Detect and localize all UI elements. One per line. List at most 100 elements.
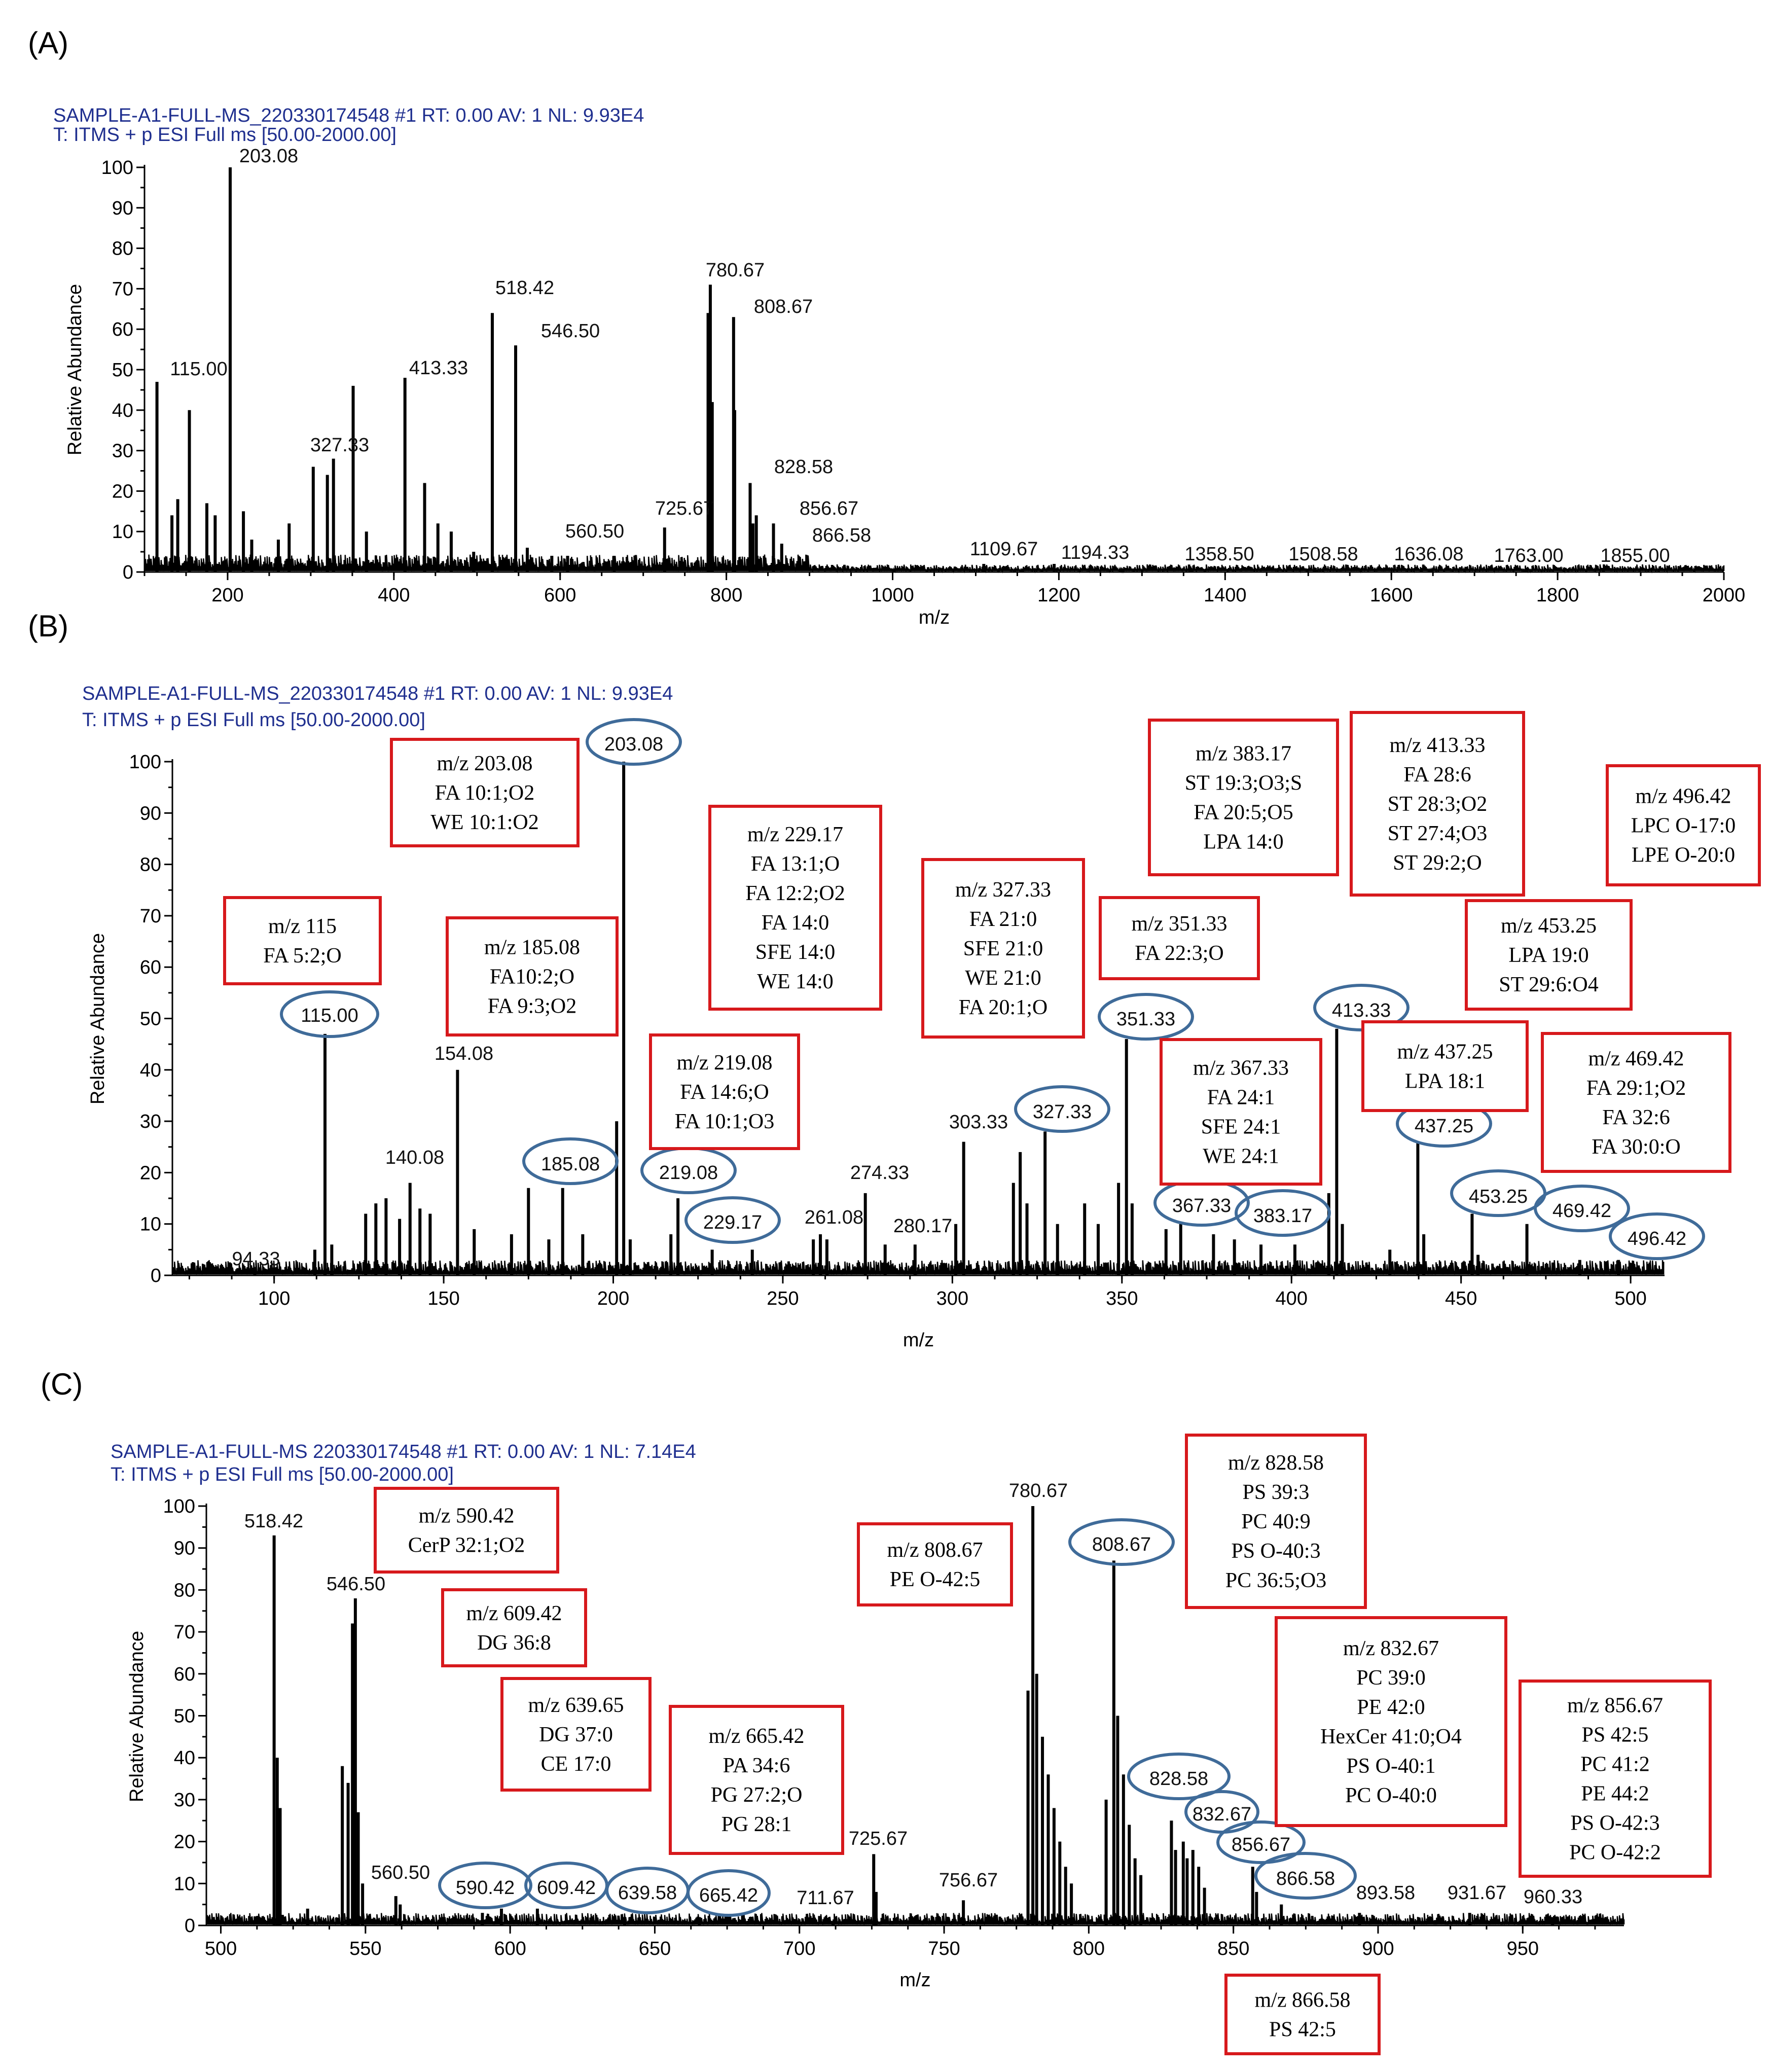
annotation-frame (921, 858, 1085, 1039)
peak-label: 383.17 (1253, 1205, 1312, 1227)
annotation-frame (446, 916, 619, 1037)
y-tick-label: 50 (112, 360, 133, 381)
annotation-line: FA 28:6 (1403, 763, 1471, 787)
peak-label: 780.67 (706, 260, 765, 281)
y-tick-label: 100 (101, 157, 133, 178)
annotation-line: WE 14:0 (757, 970, 833, 993)
annotation-frame (1519, 1680, 1712, 1878)
peak-highlight-ellipse (1609, 1212, 1705, 1260)
annotation-frame (1099, 896, 1260, 980)
peak-label: 1855.00 (1600, 545, 1670, 566)
annotation-line: FA 24:1 (1207, 1086, 1275, 1110)
y-tick-label: 70 (140, 906, 161, 927)
peak-label: 1763.00 (1494, 545, 1563, 566)
peak-label: 115.00 (170, 359, 227, 380)
annotation-frame (1606, 764, 1761, 886)
annotation-line: ST 27:4;O3 (1388, 822, 1487, 845)
annotation-line: LPA 19:0 (1508, 944, 1588, 967)
annotation-line: FA 12:2;O2 (745, 882, 845, 905)
peak-label: 219.08 (659, 1162, 718, 1184)
annotation-line: ST 19:3;O3;S (1185, 772, 1302, 795)
annotation-frame (1148, 719, 1339, 876)
peak-label: 856.67 (1232, 1834, 1290, 1855)
annotation-line: PS O-40:1 (1346, 1755, 1435, 1778)
peak-label: 639.58 (618, 1882, 677, 1904)
spectrum-baseline (145, 554, 1725, 574)
x-tick-label: 850 (1217, 1938, 1249, 1959)
x-tick-label: 1600 (1370, 585, 1413, 606)
x-tick-label: 800 (1073, 1938, 1105, 1959)
y-tick-label: 50 (140, 1009, 161, 1030)
peak-label: 711.67 (797, 1887, 854, 1909)
x-tick-label: 550 (349, 1938, 381, 1959)
peak-label: 115.00 (301, 1005, 358, 1026)
peak-label: 866.58 (1276, 1868, 1335, 1889)
annotation-line: m/z 229.17 (747, 823, 843, 846)
x-tick-label: 500 (205, 1938, 237, 1959)
x-tick-label: 600 (494, 1938, 526, 1959)
peak-label: 469.42 (1552, 1200, 1611, 1222)
x-axis-title: m/z (899, 1970, 930, 1991)
peak-label: 560.50 (565, 521, 624, 542)
annotation-line: FA 10:1;O3 (675, 1110, 774, 1133)
x-axis-title: m/z (903, 1330, 934, 1351)
peak-label: 203.08 (239, 146, 298, 167)
peak-highlight-ellipse (1127, 1753, 1231, 1800)
peak-label: 203.08 (604, 734, 663, 755)
y-tick-label: 70 (112, 278, 133, 300)
peak-label: 960.33 (1524, 1886, 1582, 1908)
annotation-frame (390, 738, 580, 847)
annotation-box: m/z 203.08 FA 10:1;O2 WE 10:1:O2 (390, 738, 580, 847)
peak-label: 351.33 (1116, 1009, 1175, 1030)
annotation-frame (669, 1705, 844, 1855)
peak-label: 1194.33 (1061, 542, 1130, 563)
annotation-line: LPA 18:1 (1405, 1070, 1485, 1093)
peak-highlight-ellipse (1254, 1852, 1357, 1900)
peak-label: 367.33 (1172, 1195, 1231, 1217)
annotation-line: FA 20:5;O5 (1194, 801, 1293, 825)
peak-label: 518.42 (495, 277, 554, 299)
annotation-line: PS 39:3 (1243, 1481, 1310, 1504)
peak-highlight-ellipse (586, 718, 682, 766)
peak-label: 808.67 (754, 296, 813, 317)
x-tick-label: 400 (1276, 1288, 1308, 1309)
x-axis-title: m/z (919, 607, 950, 628)
x-tick-label: 800 (710, 585, 742, 606)
annotation-line: PS 42:5 (1582, 1724, 1649, 1747)
peak-label: 725.67 (849, 1828, 908, 1849)
peak-label: 229.17 (703, 1212, 762, 1233)
y-tick-label: 30 (112, 441, 133, 462)
annotation-line: m/z 383.17 (1196, 742, 1291, 766)
annotation-line: m/z 590.42 (419, 1505, 515, 1528)
x-tick-label: 100 (258, 1288, 290, 1309)
annotation-line: LPA 14:0 (1203, 831, 1283, 854)
y-axis-title: Relative Abundance (87, 933, 109, 1104)
annotation-frame (1350, 711, 1525, 897)
annotation-line: PC 41:2 (1580, 1753, 1650, 1776)
annotation-line: SFE 14:0 (755, 941, 836, 964)
annotation-line: PS 42:5 (1269, 2018, 1336, 2042)
peak-label: 828.58 (774, 456, 833, 478)
annotation-line: m/z 496.42 (1636, 785, 1731, 808)
peak-highlight-ellipse (1235, 1189, 1331, 1237)
y-tick-label: 20 (112, 481, 133, 502)
peak-label: 1636.08 (1394, 544, 1463, 565)
annotation-box: m/z 609.42 DG 36:8 (441, 1588, 587, 1667)
peak-label: 931.67 (1448, 1882, 1506, 1904)
annotation-line: ST 28:3;O2 (1388, 793, 1487, 816)
annotation-frame (1185, 1434, 1367, 1609)
peak-label: 185.08 (541, 1154, 600, 1175)
annotation-line: FA 10:1;O2 (435, 781, 534, 805)
y-tick-label: 0 (123, 562, 133, 583)
x-tick-label: 750 (928, 1938, 960, 1959)
scan-header-line2: T: ITMS + p ESI Full ms [50.00-2000.00] (53, 124, 396, 146)
y-tick-label: 20 (140, 1162, 161, 1184)
y-tick-label: 50 (174, 1706, 195, 1727)
annotation-line: m/z 437.25 (1397, 1041, 1493, 1064)
scan-header-line1: SAMPLE-A1-FULL-MS_220330174548 #1 RT: 0.… (82, 683, 673, 704)
y-tick-label: 20 (174, 1832, 195, 1853)
annotation-line: CerP 32:1;O2 (408, 1534, 525, 1557)
peak-highlight-ellipse (1534, 1185, 1630, 1232)
peak-label: 609.42 (537, 1877, 596, 1899)
